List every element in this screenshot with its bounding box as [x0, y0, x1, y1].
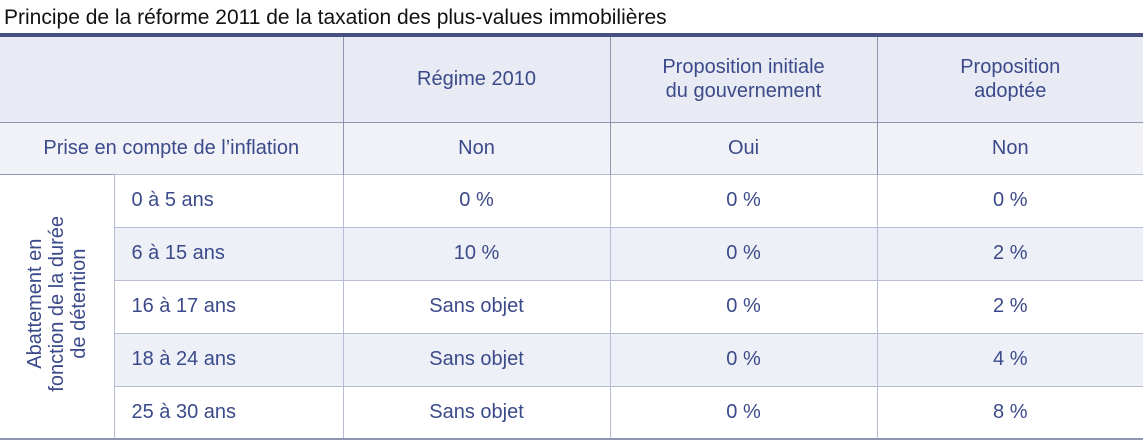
inflation-adopted: Non: [876, 121, 1143, 174]
row-adopted: 2 %: [876, 279, 1143, 333]
header-adopted-line1: Proposition: [960, 56, 1061, 79]
inflation-row: Prise en compte de l’inflation Non Oui N…: [0, 121, 1143, 174]
row-adopted: 2 %: [876, 226, 1143, 280]
inflation-regime-2010: Non: [342, 121, 610, 174]
table-row: 18 à 24 ans Sans objet 0 % 4 %: [0, 332, 1143, 386]
row-range: 16 à 17 ans: [113, 279, 343, 333]
header-initial-proposal: Proposition initiale du gouvernement: [609, 37, 877, 122]
row-regime-2010: 10 %: [342, 226, 610, 280]
header-row: Régime 2010 Proposition initiale du gouv…: [0, 37, 1143, 122]
table-bottom-rule: [0, 438, 1143, 440]
page-title: Principe de la réforme 2011 de la taxati…: [4, 6, 667, 29]
header-empty-cell: [0, 37, 343, 122]
group-label-line1: Abattement en: [23, 238, 46, 369]
row-initial: 0 %: [609, 173, 877, 227]
group-label-line3: de détention: [67, 248, 90, 359]
row-range: 0 à 5 ans: [113, 173, 343, 227]
title-divider: [0, 33, 1143, 37]
table-row: Abattement en fonction de la durée de déte…: [0, 173, 1143, 439]
row-regime-2010: Sans objet: [342, 279, 610, 333]
group-label-text: Abattement en fonction de la durée de déte…: [24, 216, 90, 392]
header-initial-line2: du gouvernement: [665, 80, 822, 103]
holding-period-group-label: Abattement en fonction de la durée de déte…: [0, 173, 115, 439]
row-initial: 0 %: [609, 226, 877, 280]
row-initial: 0 %: [609, 332, 877, 386]
header-adopted-line2: adoptée: [974, 80, 1047, 103]
header-regime-2010-label: Régime 2010: [417, 68, 536, 91]
row-regime-2010: 0 %: [342, 173, 610, 227]
header-adopted-proposal: Proposition adoptée: [876, 37, 1143, 122]
table-row: 25 à 30 ans Sans objet 0 % 8 %: [0, 385, 1143, 439]
row-regime-2010: Sans objet: [342, 332, 610, 386]
row-range: 18 à 24 ans: [113, 332, 343, 386]
row-range: 6 à 15 ans: [113, 226, 343, 280]
row-initial: 0 %: [609, 385, 877, 439]
table-row: 16 à 17 ans Sans objet 0 % 2 %: [0, 279, 1143, 333]
table-row: 6 à 15 ans 10 % 0 % 2 %: [0, 226, 1143, 280]
row-adopted: 8 %: [876, 385, 1143, 439]
header-initial-line1: Proposition initiale: [662, 56, 825, 79]
inflation-initial: Oui: [609, 121, 877, 174]
row-range: 25 à 30 ans: [113, 385, 343, 439]
row-regime-2010: Sans objet: [342, 385, 610, 439]
row-adopted: 4 %: [876, 332, 1143, 386]
reform-table: Régime 2010 Proposition initiale du gouv…: [0, 37, 1143, 439]
row-initial: 0 %: [609, 279, 877, 333]
row-adopted: 0 %: [876, 173, 1143, 227]
inflation-label: Prise en compte de l’inflation: [0, 121, 343, 174]
header-regime-2010: Régime 2010: [342, 37, 610, 122]
group-label-line2: fonction de la durée: [45, 215, 68, 392]
